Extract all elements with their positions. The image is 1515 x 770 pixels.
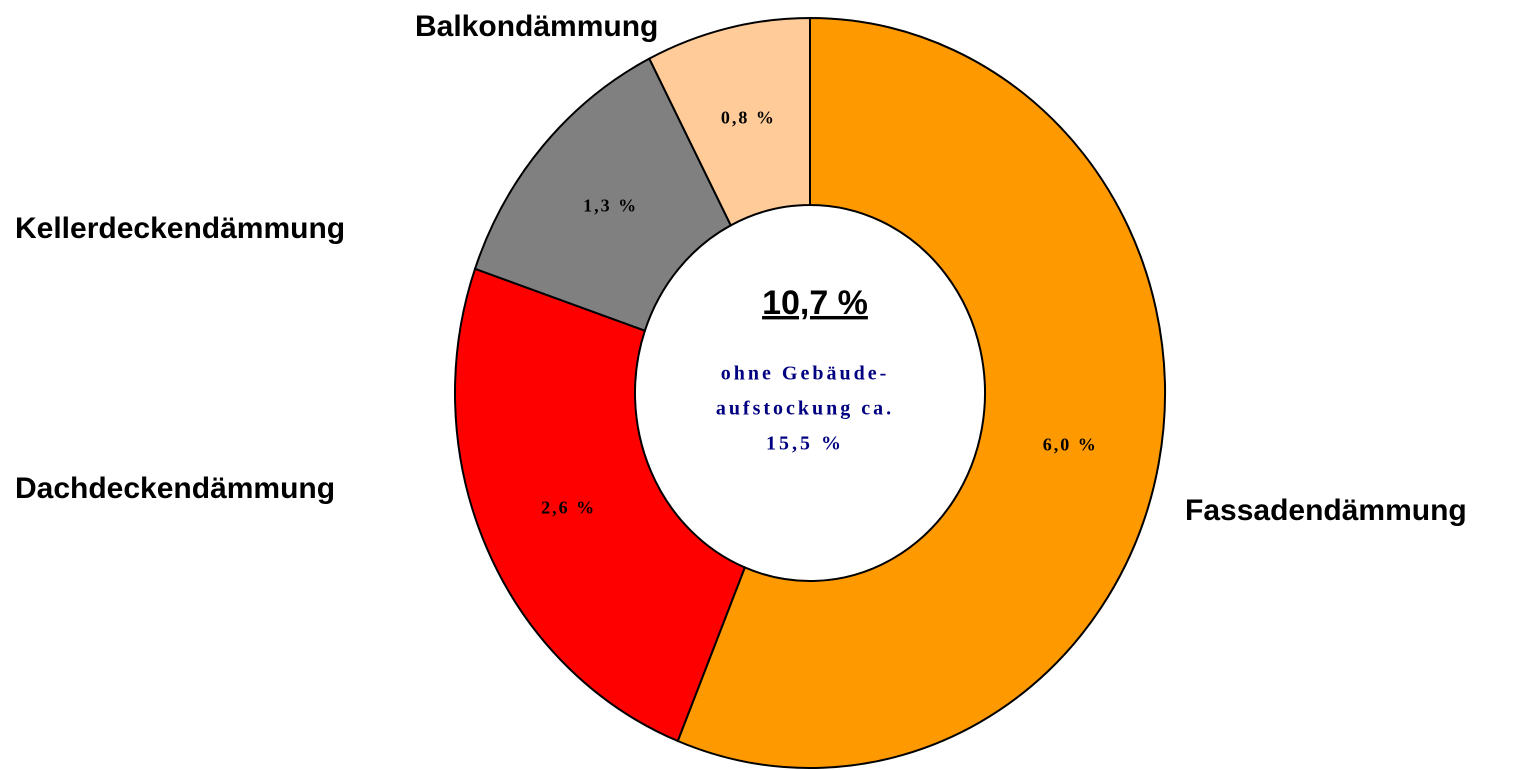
annotation: ohne Gebäude-: [721, 363, 889, 385]
category-label: Balkondämmung: [415, 10, 658, 43]
value-label: 0,8 %: [721, 107, 776, 127]
category-label: Dachdeckendämmung: [15, 472, 335, 505]
donut-slice: [473, 57, 733, 333]
total-label: 10,7 %: [762, 284, 868, 322]
annotation: 15,5 %: [766, 433, 844, 455]
annotation: aufstockung ca.: [716, 398, 894, 420]
donut-slice: [676, 16, 1166, 769]
category-label: Kellerdeckendämmung: [15, 212, 345, 245]
donut-slice: [647, 16, 811, 227]
value-label: 2,6 %: [541, 497, 596, 517]
value-label: 6,0 %: [1043, 435, 1098, 455]
category-label: Fassadendämmung: [1185, 494, 1467, 527]
value-label: 1,3 %: [583, 196, 638, 216]
donut-slice: [454, 267, 747, 743]
